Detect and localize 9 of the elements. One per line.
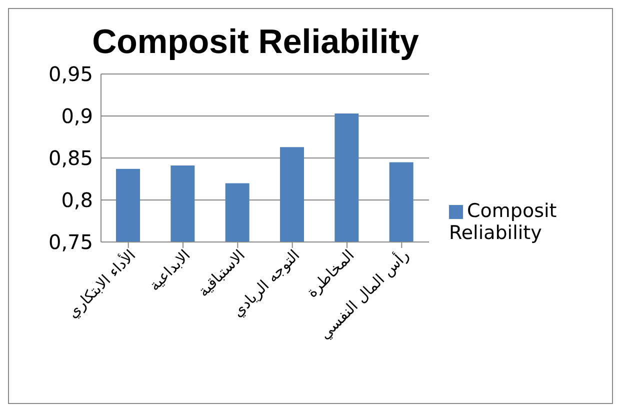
y-tick-label: 0,95 xyxy=(48,62,93,86)
y-tick-label: 0,85 xyxy=(48,146,93,170)
x-tick-label: المخاطرة xyxy=(302,246,358,302)
legend-label: Composit Reliability xyxy=(449,200,557,244)
y-tick-label: 0,9 xyxy=(61,104,93,128)
y-tick-label: 0,8 xyxy=(61,188,93,212)
x-tick-label: الابداعية xyxy=(145,246,194,295)
y-tick-label: 0,75 xyxy=(48,230,93,254)
chart-title: Composit Reliability xyxy=(91,23,420,62)
